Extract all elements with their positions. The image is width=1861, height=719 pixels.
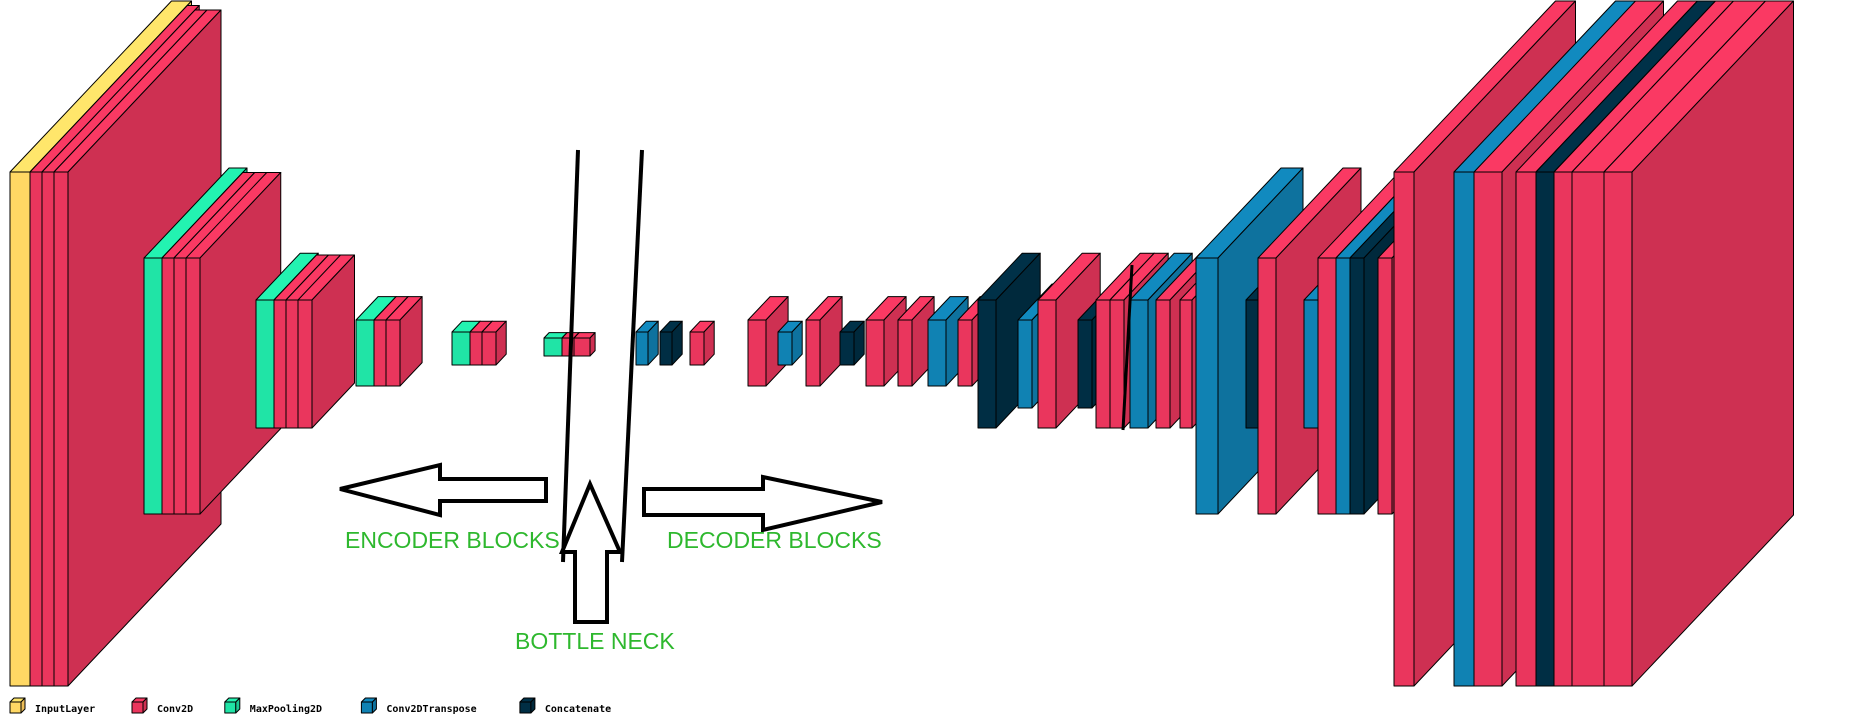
legend-swatch-icon bbox=[131, 701, 144, 714]
layer-conv2dtranspose-25 bbox=[777, 320, 803, 366]
legend-label: InputLayer bbox=[35, 704, 95, 715]
layer-blocks bbox=[9, 0, 1794, 687]
layer-conv2d-14 bbox=[385, 296, 423, 387]
legend-swatch-icon bbox=[360, 701, 373, 714]
legend-item-concatenate: Concatenate bbox=[519, 697, 611, 715]
annotations bbox=[339, 149, 1134, 624]
layer-concatenate-27 bbox=[839, 320, 865, 366]
legend-item-conv2d: Conv2D bbox=[131, 697, 193, 715]
layer-conv2d-20 bbox=[573, 332, 596, 357]
layer-conv2d-23 bbox=[689, 320, 715, 366]
legend-swatch-icon bbox=[519, 701, 532, 714]
legend-item-maxpooling2d: MaxPooling2D bbox=[224, 697, 322, 715]
decoder-blocks-label: DECODER BLOCKS bbox=[667, 527, 882, 553]
layer-conv2d-17 bbox=[481, 320, 507, 366]
legend-label: Concatenate bbox=[545, 704, 611, 715]
bottleneck-arrow-icon bbox=[559, 478, 624, 624]
encoder-arrow-icon bbox=[339, 462, 548, 518]
layer-conv2dtranspose-21 bbox=[635, 320, 659, 366]
layer-conv2d-7 bbox=[185, 172, 282, 515]
legend-swatch-icon bbox=[9, 701, 22, 714]
legend-label: Conv2DTranspose bbox=[386, 704, 476, 715]
layer-conv2d-11 bbox=[297, 254, 355, 429]
layer-conv2d-56 bbox=[1603, 0, 1794, 687]
layer-concatenate-22 bbox=[659, 320, 683, 366]
legend-item-conv2dtranspose: Conv2DTranspose bbox=[360, 697, 477, 715]
bottleneck-line-right bbox=[620, 149, 644, 563]
legend: InputLayer Conv2D MaxPooling2D Conv2DTransp… bbox=[9, 697, 611, 715]
bottleneck-label: BOTTLE NECK bbox=[515, 628, 675, 654]
encoder-blocks-label: ENCODER BLOCKS bbox=[345, 527, 560, 553]
legend-label: MaxPooling2D bbox=[250, 703, 322, 715]
divider-line bbox=[1121, 264, 1134, 431]
legend-label: Conv2D bbox=[157, 704, 193, 715]
legend-swatch-icon bbox=[224, 701, 237, 714]
bottleneck-line-left bbox=[561, 149, 580, 563]
decoder-arrow-icon bbox=[642, 474, 883, 533]
layer-conv2d-26 bbox=[805, 296, 843, 387]
legend-item-inputlayer: InputLayer bbox=[9, 697, 95, 715]
